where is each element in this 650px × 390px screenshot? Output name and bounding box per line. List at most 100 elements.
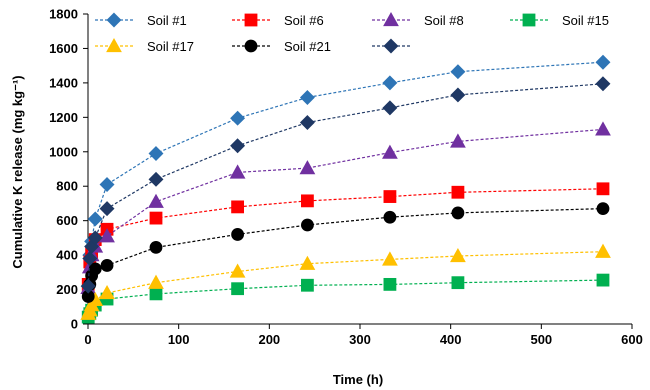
data-point (382, 100, 398, 116)
legend-item: Soil #17 (95, 37, 194, 54)
data-point (80, 278, 96, 294)
data-point (149, 211, 163, 225)
series-1 (80, 54, 611, 294)
data-point (450, 87, 466, 103)
legend-item: Soil #21 (232, 39, 331, 54)
x-axis-label: Time (h) (333, 372, 383, 387)
data-point (99, 177, 115, 192)
data-point (299, 255, 316, 270)
data-point (230, 110, 246, 126)
data-point (82, 251, 98, 267)
data-point (450, 133, 466, 148)
y-tick-label: 1200 (49, 110, 78, 125)
data-point (148, 146, 164, 161)
x-tick-label: 500 (530, 332, 552, 347)
series-line (87, 208, 604, 297)
data-point (383, 38, 399, 54)
legend: Soil #1 Soil #6 Soil #8 Soil #15 Soil #17 Soi… (95, 11, 609, 54)
series-line (87, 188, 604, 285)
data-point (244, 39, 258, 53)
data-point (87, 211, 103, 227)
x-tick-label: 400 (440, 332, 462, 347)
series-4 (81, 273, 610, 324)
data-point (301, 194, 314, 208)
legend-item: Soil #6 (232, 13, 324, 28)
data-point (231, 200, 245, 214)
series-5 (80, 243, 611, 320)
data-point (301, 218, 314, 232)
data-point (231, 228, 245, 241)
data-point (229, 263, 246, 278)
y-tick-label: 600 (56, 213, 78, 228)
y-tick-label: 800 (56, 179, 78, 194)
legend-item: Soil #1 (95, 12, 187, 28)
legend-item (372, 38, 410, 54)
data-point (148, 193, 164, 208)
y-tick-label: 200 (56, 282, 78, 297)
data-point (383, 11, 399, 27)
x-tick-label: 200 (258, 332, 280, 347)
data-point (595, 243, 611, 258)
x-tick-label: 300 (349, 332, 371, 347)
data-point (87, 230, 103, 246)
legend-label: Soil #15 (562, 13, 609, 28)
data-point (596, 273, 610, 287)
legend-label: Soil #21 (284, 39, 331, 54)
data-point (450, 247, 466, 263)
y-tick-label: 0 (71, 317, 78, 332)
y-tick-label: 1000 (49, 144, 78, 159)
series-7 (80, 76, 611, 294)
data-point (106, 12, 122, 28)
series-line (87, 251, 604, 314)
data-point (595, 121, 611, 136)
data-point (230, 138, 246, 154)
data-point (299, 160, 316, 175)
data-point (451, 276, 465, 290)
data-point (596, 182, 610, 196)
data-point (299, 90, 315, 105)
data-point (451, 206, 465, 220)
y-tick-label: 1400 (49, 75, 78, 90)
y-axis: 0 200 400 600 800 1000 1200 1400 1600 1800 (49, 7, 89, 332)
y-axis-label: Cumulative K release (mg kg⁻¹) (10, 75, 25, 268)
data-point (450, 64, 466, 80)
data-point (149, 240, 163, 254)
x-axis: 0 100 200 300 400 500 600 (84, 323, 643, 347)
data-point (383, 277, 397, 291)
data-point (301, 278, 314, 292)
data-point (244, 13, 258, 27)
y-tick-label: 1800 (49, 7, 78, 22)
y-tick-label: 400 (56, 248, 78, 263)
legend-label: Soil #17 (147, 39, 194, 54)
data-point (596, 202, 610, 216)
legend-label: Soil #6 (284, 13, 324, 28)
data-point (106, 37, 122, 53)
x-tick-label: 600 (621, 332, 643, 347)
series-2 (81, 182, 610, 291)
data-point (595, 54, 611, 70)
data-point (383, 190, 397, 203)
legend-label: Soil #8 (424, 13, 464, 28)
data-point (148, 171, 164, 187)
data-point (299, 115, 315, 130)
legend-item: Soil #15 (510, 13, 609, 28)
data-point (231, 282, 245, 296)
y-tick-label: 1600 (49, 41, 78, 56)
data-point (229, 164, 246, 179)
series-line (87, 279, 604, 318)
data-point (99, 284, 115, 300)
series-3 (80, 121, 611, 294)
legend-item: Soil #8 (372, 11, 464, 28)
data-point (382, 75, 398, 91)
data-point (382, 144, 398, 159)
x-tick-label: 100 (168, 332, 190, 347)
data-point (522, 13, 536, 27)
x-tick-label: 0 (84, 332, 91, 347)
data-point (595, 76, 611, 92)
data-point (148, 274, 164, 289)
series-line (87, 128, 604, 288)
series-layer (80, 54, 611, 324)
data-point (99, 201, 115, 217)
data-point (451, 185, 465, 199)
